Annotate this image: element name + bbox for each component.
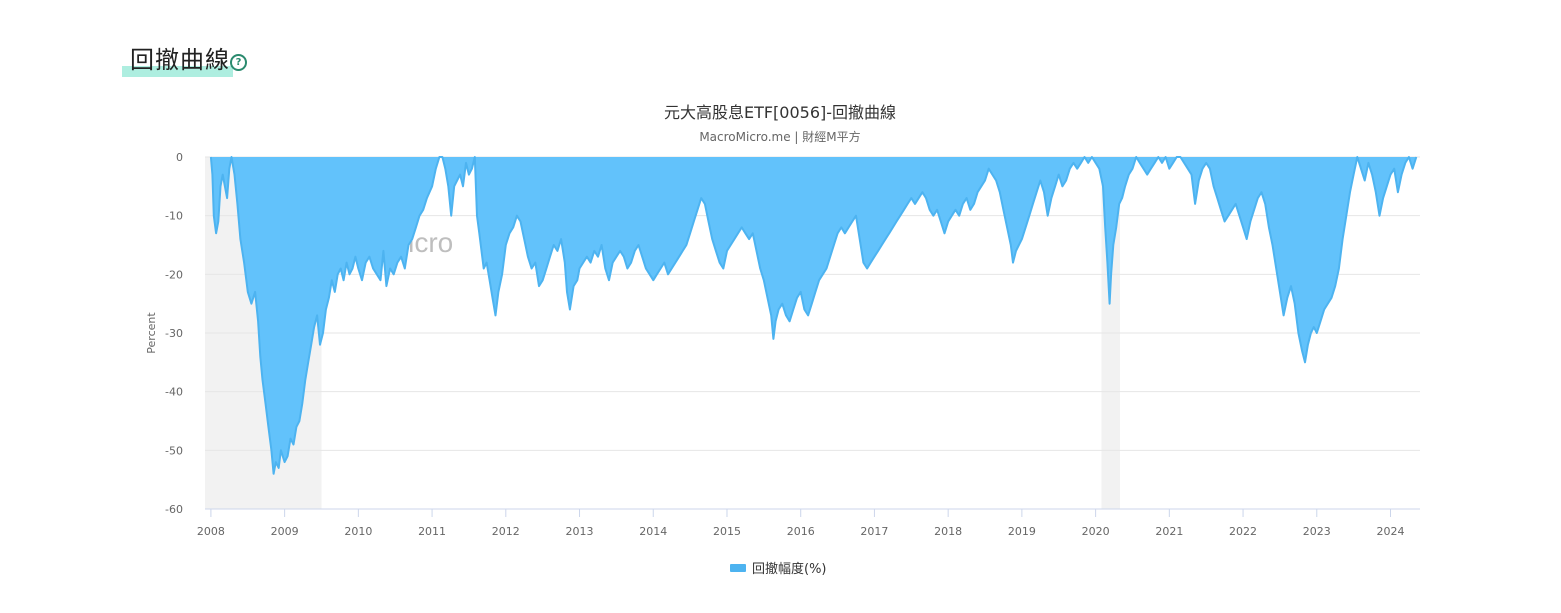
y-tick-label: -50 [165,444,183,457]
x-tick-label: 2018 [934,525,962,538]
x-tick-label: 2009 [271,525,299,538]
chart-title: 元大高股息ETF[0056]-回撤曲線 [664,103,896,122]
x-tick-label: 2021 [1155,525,1183,538]
x-tick-label: 2015 [713,525,741,538]
x-tick-label: 2008 [197,525,225,538]
x-tick-label: 2017 [860,525,888,538]
y-tick-label: -30 [165,327,183,340]
y-axis-ticks: 0 -10 -20 -30 -40 -50 -60 [165,151,183,516]
x-tick-label: 2023 [1303,525,1331,538]
question-circle-icon[interactable]: ? [230,54,247,71]
title-highlight [122,66,233,77]
x-tick-label: 2016 [787,525,815,538]
drawdown-area [210,157,1417,474]
x-tick-label: 2012 [492,525,520,538]
legend-swatch [730,563,746,572]
y-axis-label: Percent [145,312,158,354]
chart-subtitle: MacroMicro.me | 財經M平方 [699,129,860,144]
section-header: 回撤曲線 ? [122,40,247,77]
section-title: 回撤曲線 [130,46,230,74]
area-series [209,156,1418,475]
y-tick-label: -10 [165,210,183,223]
y-tick-label: -40 [165,386,183,399]
y-tick-label: -20 [165,268,183,281]
x-axis-ticks: 2008 2009 2010 2011 2012 2013 2014 2015 2016 2017… [197,509,1405,538]
x-tick-label: 2019 [1008,525,1036,538]
y-tick-label: -60 [165,503,183,516]
drawdown-line [209,156,1418,475]
x-tick-label: 2024 [1377,525,1405,538]
x-tick-label: 2011 [418,525,446,538]
x-tick-label: 2022 [1229,525,1257,538]
x-tick-label: 2010 [344,525,372,538]
x-tick-label: 2014 [639,525,667,538]
legend-label: 回撤幅度(%) [752,562,827,577]
x-tick-label: 2013 [566,525,594,538]
chart-legend[interactable]: 回撤幅度(%) [730,558,827,577]
y-tick-label: 0 [176,151,183,164]
x-tick-label: 2020 [1082,525,1110,538]
